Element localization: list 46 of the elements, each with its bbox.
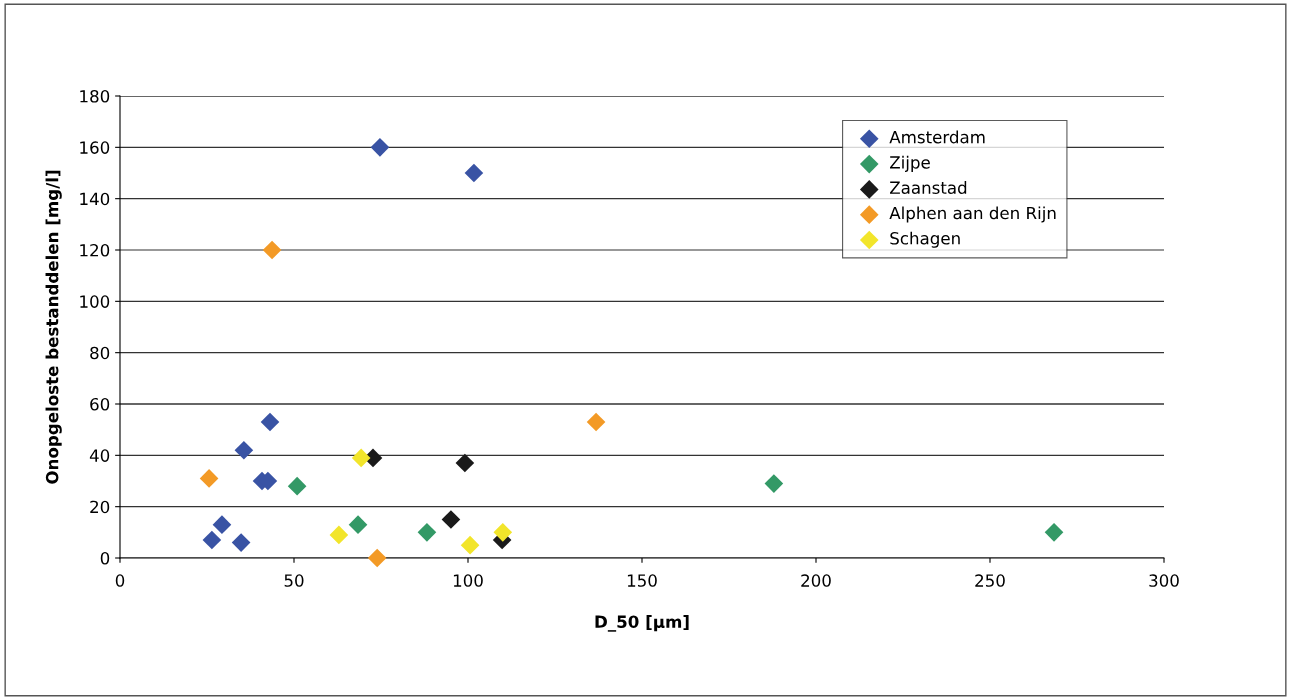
y-tick-label: 120	[80, 243, 110, 257]
x-axis-title: D_50 [µm]	[595, 615, 689, 632]
y-tick-label: 20	[90, 500, 110, 514]
legend-label: Schagen	[890, 231, 960, 248]
y-tick-label: 100	[80, 295, 110, 308]
point	[351, 448, 371, 468]
y-axis-title: Onopgeloste bestanddelen [mg/l]	[45, 170, 62, 484]
point	[464, 163, 484, 183]
point	[348, 515, 368, 534]
point	[417, 523, 437, 542]
point	[367, 548, 387, 568]
y-tick-label: 80	[90, 346, 110, 360]
y-tick-label: 160	[80, 141, 110, 154]
y-tick-label: 0	[100, 551, 110, 565]
point	[455, 453, 475, 473]
x-tick-label: 200	[801, 574, 831, 587]
point	[370, 138, 390, 157]
point	[586, 412, 606, 432]
point	[1044, 523, 1064, 542]
point	[764, 474, 784, 493]
legend-label: Zaanstad	[890, 181, 967, 194]
y-tick-label: 140	[80, 192, 110, 206]
legend-label: Amsterdam	[889, 130, 985, 144]
legend-label: Zijpe	[890, 155, 930, 172]
point	[212, 515, 232, 534]
point	[287, 476, 307, 496]
x-tick-label: 0	[115, 574, 125, 587]
y-tick-label: 180	[80, 89, 110, 103]
point	[460, 535, 480, 555]
x-tick-label: 100	[453, 574, 483, 587]
x-tick-label: 300	[1149, 574, 1179, 587]
point	[234, 440, 254, 460]
x-tick-label: 250	[975, 574, 1005, 587]
point	[441, 510, 461, 529]
point	[262, 240, 282, 260]
point	[260, 412, 280, 432]
x-tick-label: 50	[284, 574, 304, 587]
y-tick-label: 40	[89, 449, 110, 462]
legend-label: Alphen aan den Rijn	[889, 206, 1056, 223]
x-tick-label: 150	[627, 574, 657, 587]
point	[329, 525, 349, 545]
y-tick-label: 60	[90, 397, 110, 411]
point	[202, 530, 222, 550]
point	[493, 523, 513, 542]
point	[231, 533, 251, 552]
point	[199, 469, 219, 488]
